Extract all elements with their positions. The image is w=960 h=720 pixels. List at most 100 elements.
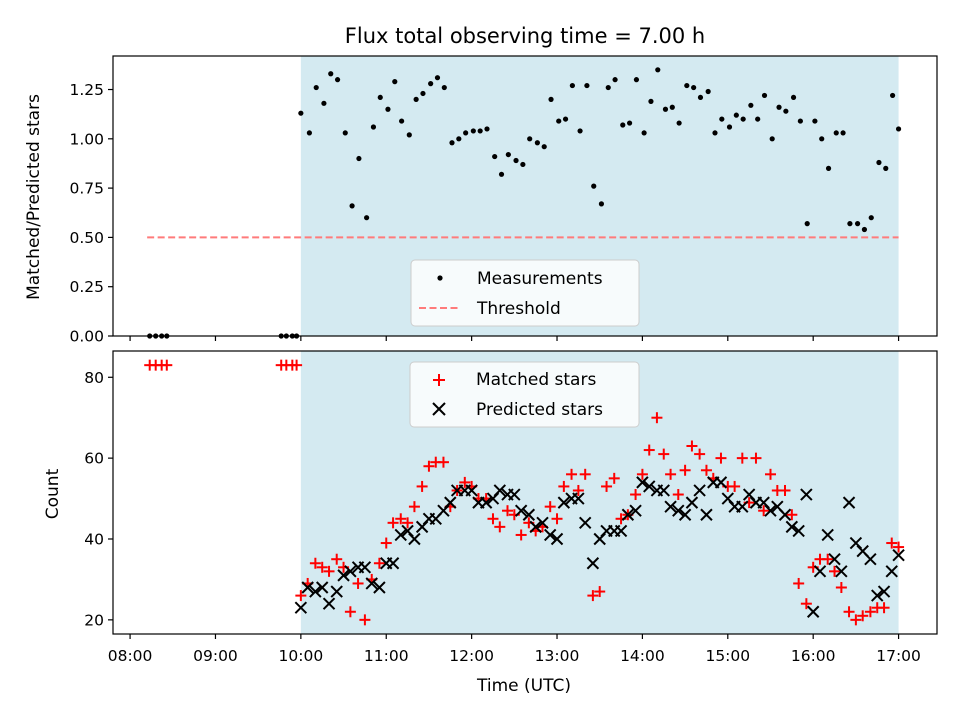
measurement-point: [548, 96, 554, 102]
predicted-star-point: [842, 496, 856, 509]
matched-star-point: [408, 501, 420, 513]
measurement-point: [825, 165, 832, 171]
measurement-point: [463, 130, 469, 136]
matched-star-point: [758, 505, 770, 517]
predicted-star-point: [892, 548, 905, 562]
matched-star-point: [729, 480, 741, 492]
matched-star-point: [779, 484, 791, 496]
measurement-point: [895, 126, 902, 132]
matched-star-point: [402, 517, 414, 529]
predicted-star-point: [322, 597, 336, 610]
matched-star-point: [878, 602, 890, 614]
x-tick-label: 17:00: [876, 647, 921, 665]
measurement-point: [769, 136, 775, 142]
matched-star-point: [359, 614, 371, 626]
matched-star-point: [487, 513, 499, 525]
measurement-point: [298, 110, 304, 116]
predicted-star-point: [621, 508, 635, 521]
measurement-point: [449, 140, 455, 146]
measurement-point: [790, 94, 797, 101]
measurement-point: [627, 120, 633, 126]
predicted-star-point: [821, 528, 834, 542]
measurement-point: [364, 215, 370, 221]
measurement-point: [605, 84, 611, 91]
measurement-point: [712, 130, 718, 136]
matched-star-point: [572, 484, 584, 496]
predicted-star-point: [664, 500, 677, 513]
matched-star-point: [786, 509, 798, 521]
x-tick-label: 11:00: [364, 647, 409, 665]
bottom-y-tick-label: 40: [84, 530, 104, 548]
measurement-point: [591, 183, 597, 189]
measurement-point: [755, 116, 761, 122]
predicted-star-point: [493, 484, 507, 497]
matched-star-point: [750, 452, 762, 464]
measurement-point: [669, 104, 675, 110]
matched-star-point: [736, 452, 748, 464]
matched-star-point: [800, 598, 812, 610]
predicted-star-point: [529, 520, 542, 534]
matched-star-point: [380, 537, 392, 549]
measurement-point: [577, 128, 583, 134]
matched-star-point: [352, 577, 364, 589]
matched-star-point: [850, 614, 862, 626]
predicted-star-point: [806, 605, 820, 618]
matched-star-point: [686, 440, 698, 452]
measurement-point: [684, 82, 690, 89]
predicted-star-point: [885, 565, 898, 578]
measurement-point: [783, 108, 789, 114]
measurement-points: [147, 67, 902, 339]
measurement-point: [641, 130, 647, 136]
predicted-star-point: [444, 496, 457, 509]
predicted-star-point: [394, 528, 407, 542]
matched-star-point: [835, 582, 847, 594]
predicted-star-point: [358, 561, 372, 574]
measurement-point: [819, 136, 825, 142]
predicted-star-point: [522, 508, 536, 521]
matched-star-point: [793, 577, 805, 589]
legend-measurements-label: Measurements: [477, 269, 603, 289]
measurement-point: [328, 71, 334, 77]
matched-star-point: [373, 557, 385, 569]
measurement-point: [377, 94, 383, 101]
predicted-star-point: [700, 508, 713, 521]
x-tick-label: 12:00: [449, 647, 494, 665]
measurement-point: [776, 104, 782, 110]
measurement-point: [868, 215, 874, 221]
legend-matched-marker: [433, 374, 445, 386]
measurement-point: [428, 81, 434, 87]
measurement-point: [349, 203, 355, 209]
matched-star-point: [601, 480, 613, 492]
legend-matched-label: Matched stars: [476, 370, 596, 390]
bottom-axes-frame: [112, 350, 938, 635]
measurement-point: [676, 120, 682, 126]
predicted-star-point: [514, 504, 528, 517]
matched-star-point: [694, 448, 706, 460]
matched-star-point: [515, 529, 527, 541]
bottom-y-axis-label: Count: [43, 468, 63, 519]
bottom-panel: 08:00 09:00 10:00 11:00 12:00 13:00 14:00 15:00…: [43, 350, 938, 696]
measurement-point: [456, 136, 462, 142]
legend-threshold-label: Threshold: [476, 299, 561, 319]
bottom-x-ticks: 08:00 09:00 10:00 11:00 12:00 13:00 14:00 15:00…: [108, 634, 921, 665]
predicted-star-point: [778, 508, 792, 521]
measurement-point: [342, 130, 348, 136]
measurement-point: [598, 201, 605, 207]
bottom-y-tick-label: 20: [84, 611, 104, 629]
measurement-point: [470, 128, 476, 134]
measurement-point: [691, 84, 697, 91]
predicted-star-point: [764, 504, 777, 517]
matched-star-point: [323, 565, 335, 577]
measurement-point: [840, 130, 846, 136]
matched-star-point: [579, 468, 591, 480]
measurement-point: [761, 92, 768, 99]
matched-star-point: [636, 468, 648, 480]
top-legend-box: [410, 259, 640, 327]
predicted-star-point: [578, 516, 592, 530]
matched-star-point: [594, 586, 606, 598]
predicted-star-point: [301, 581, 314, 594]
bottom-y-tick-label: 60: [84, 450, 104, 468]
matched-star-point: [651, 412, 663, 424]
predicted-star-point: [864, 553, 877, 566]
predicted-star-point: [309, 585, 322, 598]
